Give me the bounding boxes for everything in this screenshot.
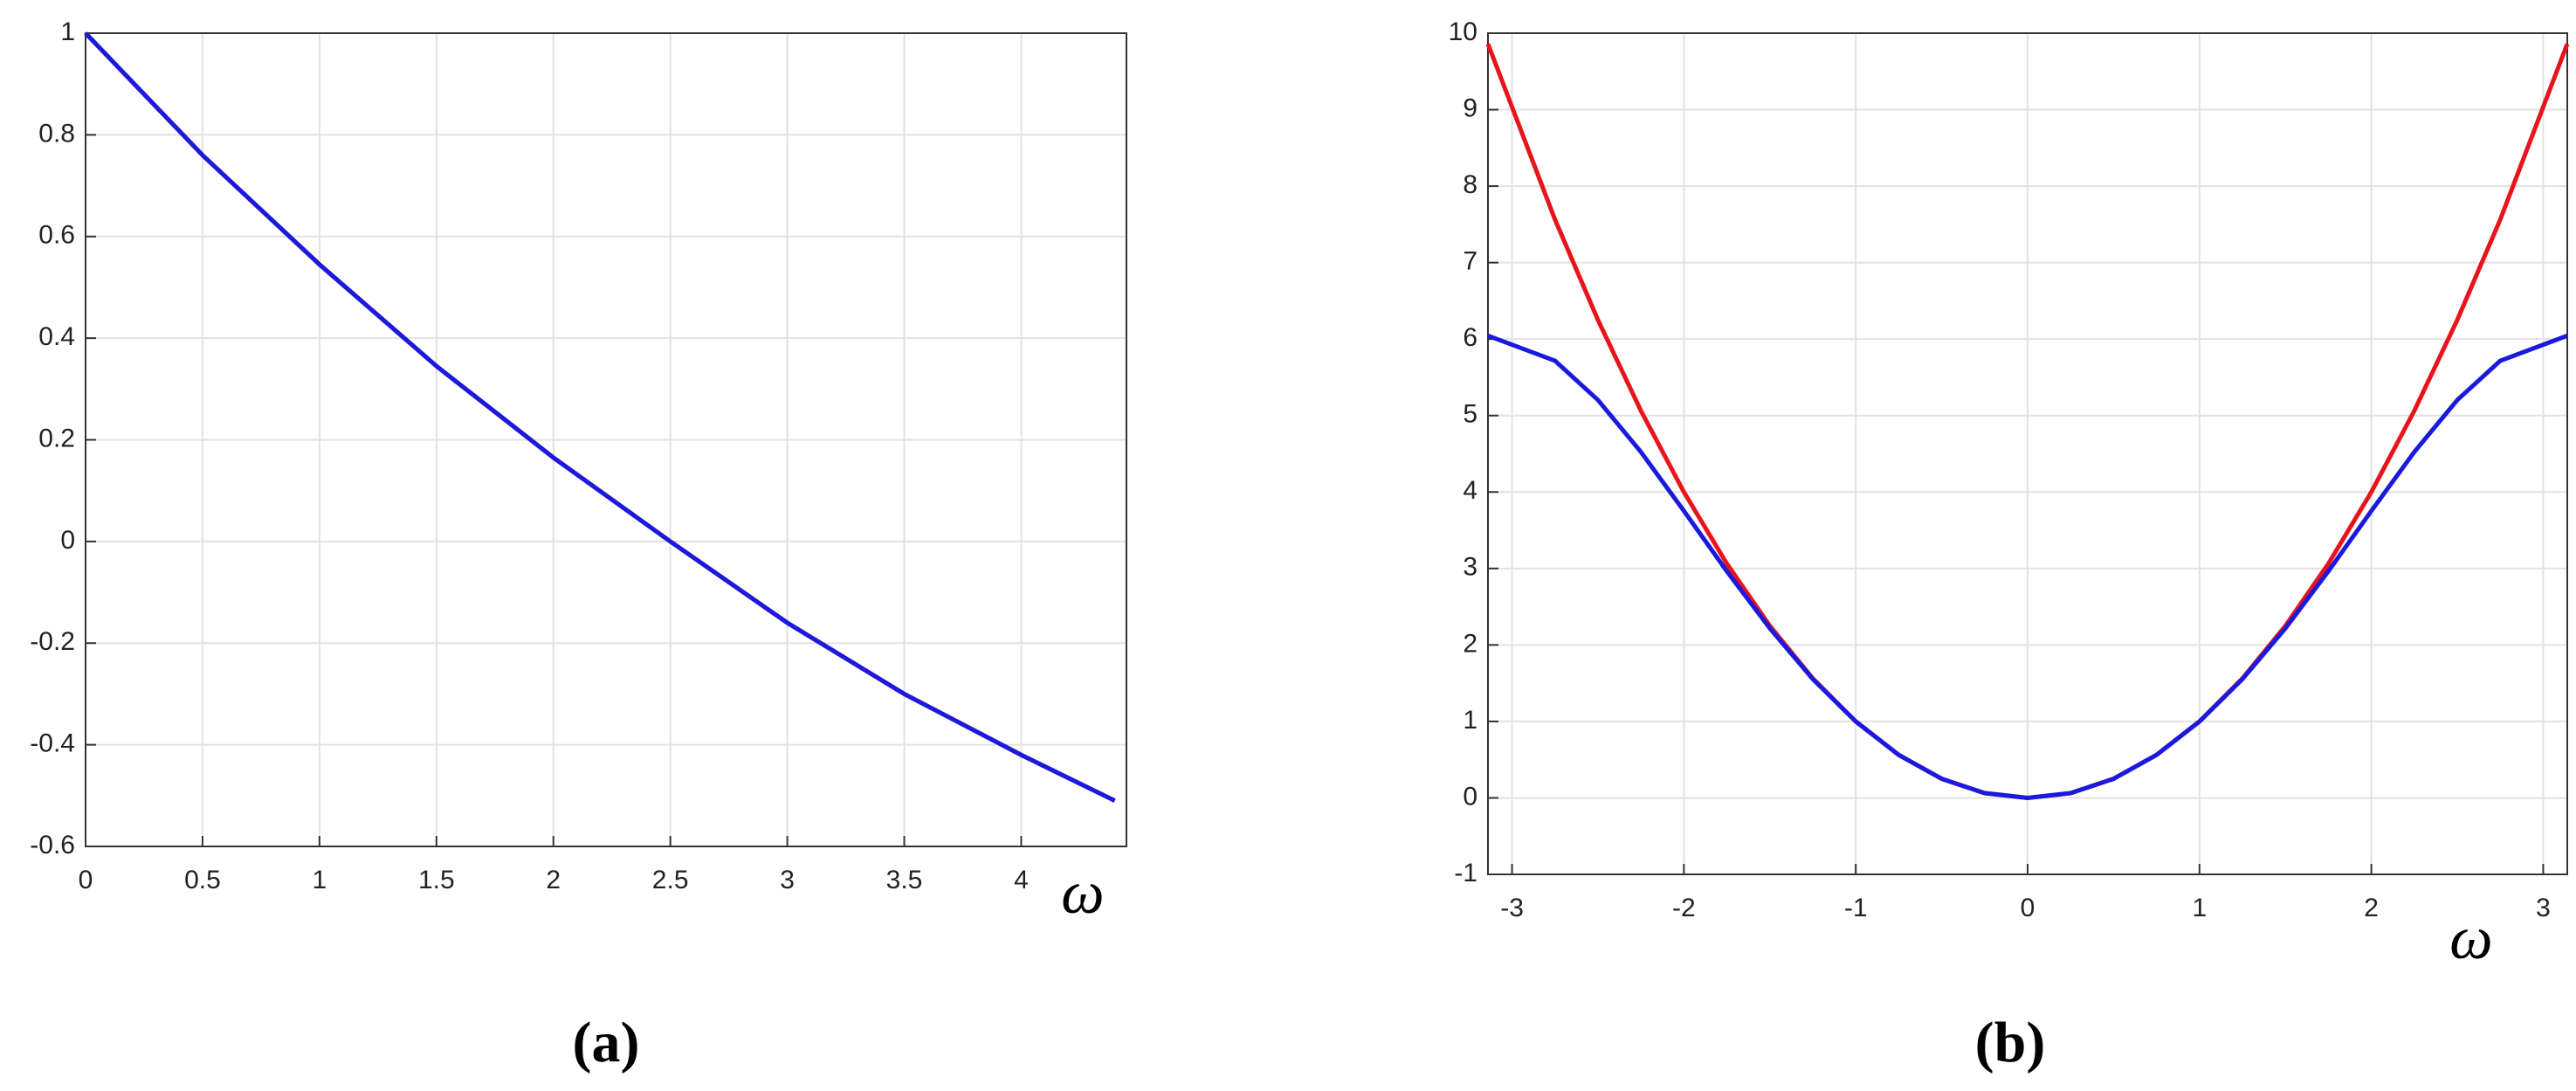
x-tick-label: 2 [546, 866, 561, 894]
data-line [1487, 333, 2568, 800]
x-tick-label: 3 [780, 866, 795, 894]
y-tick-label: -0.2 [30, 627, 75, 656]
y-tick-label: 5 [1463, 400, 1477, 429]
y-tick-label: 0 [1463, 782, 1477, 811]
y-tick-label: 4 [1463, 476, 1477, 505]
x-tick-label: 1.5 [418, 866, 455, 894]
x-tick-label: 0 [2021, 894, 2035, 922]
y-tick-label: 0.8 [38, 119, 75, 148]
y-tick-label: 8 [1463, 170, 1477, 199]
y-tick-label: 9 [1463, 93, 1477, 122]
x-tick-label: 1 [2192, 894, 2207, 922]
y-tick-label: -0.4 [30, 729, 75, 758]
y-tick-label: 0.2 [38, 424, 75, 452]
x-tick-label: 0.5 [184, 866, 221, 894]
y-tick-label: 0.4 [38, 322, 75, 351]
y-tick-label: 10 [1449, 17, 1477, 46]
x-tick-label: 1 [313, 866, 327, 894]
x-tick-label: 3.5 [886, 866, 923, 894]
y-tick-label: 0 [60, 526, 75, 555]
x-tick-label: -2 [1672, 894, 1696, 922]
caption: (a) [573, 1011, 640, 1074]
x-axis-label: ω [2449, 905, 2492, 972]
caption: (b) [1975, 1011, 2046, 1074]
y-tick-label: 3 [1463, 553, 1477, 582]
plot-frame [1487, 32, 2568, 875]
plot-frame [85, 32, 1127, 847]
x-tick-label: 2.5 [652, 866, 689, 894]
x-tick-label: -1 [1844, 894, 1868, 922]
x-tick-label: 2 [2364, 894, 2379, 922]
y-tick-label: 2 [1463, 629, 1477, 658]
data-line [84, 31, 1116, 803]
y-tick-label: 0.6 [38, 221, 75, 250]
y-tick-label: 1 [1463, 706, 1477, 735]
x-tick-label: 4 [1014, 866, 1029, 894]
y-tick-label: -1 [1454, 859, 1477, 887]
y-tick-label: 6 [1463, 323, 1477, 352]
x-tick-label: 0 [79, 866, 93, 894]
x-axis-label: ω [1061, 860, 1104, 927]
y-tick-label: 7 [1463, 247, 1477, 276]
x-tick-label: 3 [2536, 894, 2551, 922]
y-tick-label: 1 [60, 17, 75, 46]
data-line [84, 31, 1116, 803]
x-tick-label: -3 [1500, 894, 1524, 922]
y-tick-label: -0.6 [30, 831, 75, 860]
